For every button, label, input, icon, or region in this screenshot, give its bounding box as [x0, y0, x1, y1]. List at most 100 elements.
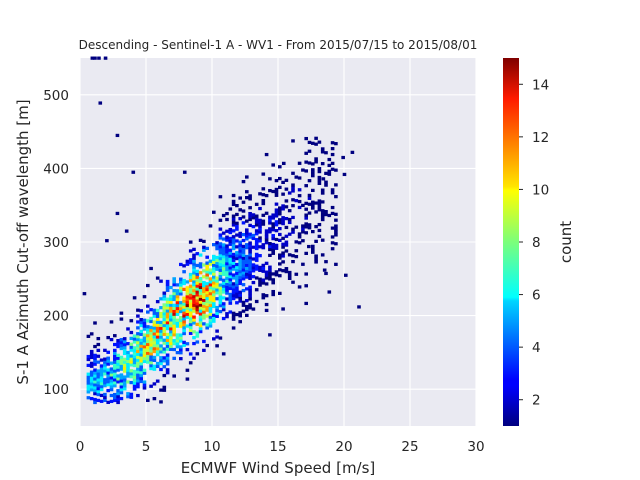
histogram-cell-1081	[258, 227, 262, 231]
histogram-cell-549	[185, 342, 190, 346]
histogram-cell-626	[195, 305, 200, 309]
histogram-cell-442	[169, 347, 173, 351]
histogram-cell-563	[185, 262, 190, 266]
histogram-cell-416	[165, 368, 170, 372]
histogram-cell-952	[238, 255, 242, 259]
histogram-cell-689	[205, 323, 209, 327]
histogram-cell-436	[165, 300, 170, 304]
histogram-cell-1082	[258, 224, 262, 228]
histogram-cell-519	[179, 292, 183, 296]
histogram-cell-855	[228, 310, 233, 314]
histogram-cell-871	[228, 254, 233, 258]
histogram-cell-262	[139, 344, 143, 348]
histogram-cell-737	[212, 298, 216, 303]
histogram-cell-1019	[248, 270, 252, 275]
histogram-cell-427	[165, 326, 170, 331]
histogram-cell-830	[225, 315, 229, 319]
histogram-cell-1265	[304, 225, 308, 229]
histogram-cell-681	[202, 275, 206, 279]
histogram-cell-759	[215, 311, 219, 316]
histogram-cell-335	[152, 349, 157, 354]
histogram-cell-704	[205, 267, 209, 271]
histogram-cell-977	[241, 250, 246, 254]
histogram-cell-485	[175, 350, 180, 355]
outlier-cell-6	[131, 170, 136, 174]
histogram-cell-298	[146, 342, 150, 347]
histogram-cell-800	[218, 236, 223, 240]
histogram-cell-668	[202, 316, 206, 320]
histogram-cell-484	[172, 277, 176, 281]
histogram-cell-1150	[271, 216, 275, 220]
histogram-cell-1036	[248, 206, 252, 210]
histogram-cell-134	[116, 368, 120, 372]
histogram-cell-1310	[317, 234, 322, 238]
histogram-cell-1225	[291, 254, 295, 258]
histogram-cell-1172	[278, 268, 282, 272]
histogram-cell-137	[116, 359, 120, 363]
histogram-cell-684	[202, 248, 206, 252]
histogram-cell-285	[142, 333, 147, 337]
histogram-cell-1325	[320, 217, 325, 222]
histogram-cell-379	[159, 338, 163, 342]
histogram-cell-280	[142, 348, 147, 352]
histogram-cell-1250	[297, 188, 302, 192]
histogram-cell-478	[172, 297, 176, 302]
histogram-cell-780	[218, 301, 223, 305]
histogram-cell-102	[109, 373, 114, 377]
histogram-cell-918	[235, 280, 239, 284]
histogram-cell-1017	[248, 276, 252, 280]
histogram-cell-1080	[258, 230, 262, 234]
histogram-cell-1160	[274, 223, 279, 227]
histogram-cell-34	[93, 371, 97, 375]
histogram-cell-1307	[314, 157, 318, 161]
x-tick-label-1: 5	[142, 439, 151, 455]
histogram-cell-761	[215, 305, 219, 310]
histogram-cell-1011	[248, 303, 252, 307]
histogram-cell-496	[175, 306, 180, 311]
histogram-cell-639	[195, 263, 200, 268]
histogram-cell-1257	[301, 224, 305, 228]
histogram-cell-882	[231, 314, 236, 318]
histogram-cell-123	[113, 348, 117, 353]
histogram-cell-577	[188, 302, 193, 306]
histogram-cell-1174	[278, 256, 282, 260]
histogram-cell-943	[238, 281, 242, 286]
histogram-cell-711	[208, 318, 213, 322]
histogram-cell-1293	[311, 188, 315, 193]
histogram-cell-974	[241, 259, 246, 263]
histogram-cell-71	[103, 392, 107, 397]
histogram-cell-160	[119, 317, 124, 321]
histogram-cell-54	[96, 348, 101, 352]
histogram-cell-956	[238, 243, 242, 247]
histogram-cell-1281	[307, 193, 312, 198]
histogram-cell-588	[188, 258, 193, 262]
histogram-cell-590	[188, 240, 193, 244]
histogram-cell-677	[202, 289, 206, 294]
histogram-cell-859	[228, 292, 233, 296]
histogram-cell-937	[238, 314, 242, 318]
histogram-cell-359	[155, 332, 160, 336]
histogram-cell-512	[179, 321, 183, 325]
histogram-cell-1067	[254, 220, 259, 224]
histogram-cell-231	[136, 373, 140, 377]
histogram-cell-128	[116, 394, 120, 399]
histogram-cell-418	[165, 359, 170, 363]
histogram-cell-1278	[307, 211, 312, 215]
histogram-cell-579	[188, 296, 193, 300]
histogram-cell-366	[155, 311, 160, 316]
histogram-cell-900	[231, 241, 236, 245]
histogram-cell-756	[215, 335, 219, 339]
histogram-cell-1062	[254, 240, 259, 245]
histogram-cell-765	[215, 285, 219, 289]
histogram-cell-816	[221, 272, 226, 276]
histogram-cell-538	[182, 302, 186, 306]
histogram-cell-658	[198, 279, 203, 284]
histogram-cell-336	[152, 346, 157, 351]
histogram-cell-93	[106, 350, 110, 354]
histogram-cell-1151	[271, 213, 275, 217]
histogram-cell-770	[215, 264, 219, 268]
histogram-cell-578	[188, 299, 193, 303]
histogram-cell-1152	[271, 189, 275, 194]
histogram-cell-389	[159, 297, 163, 301]
histogram-cell-1171	[278, 274, 282, 278]
